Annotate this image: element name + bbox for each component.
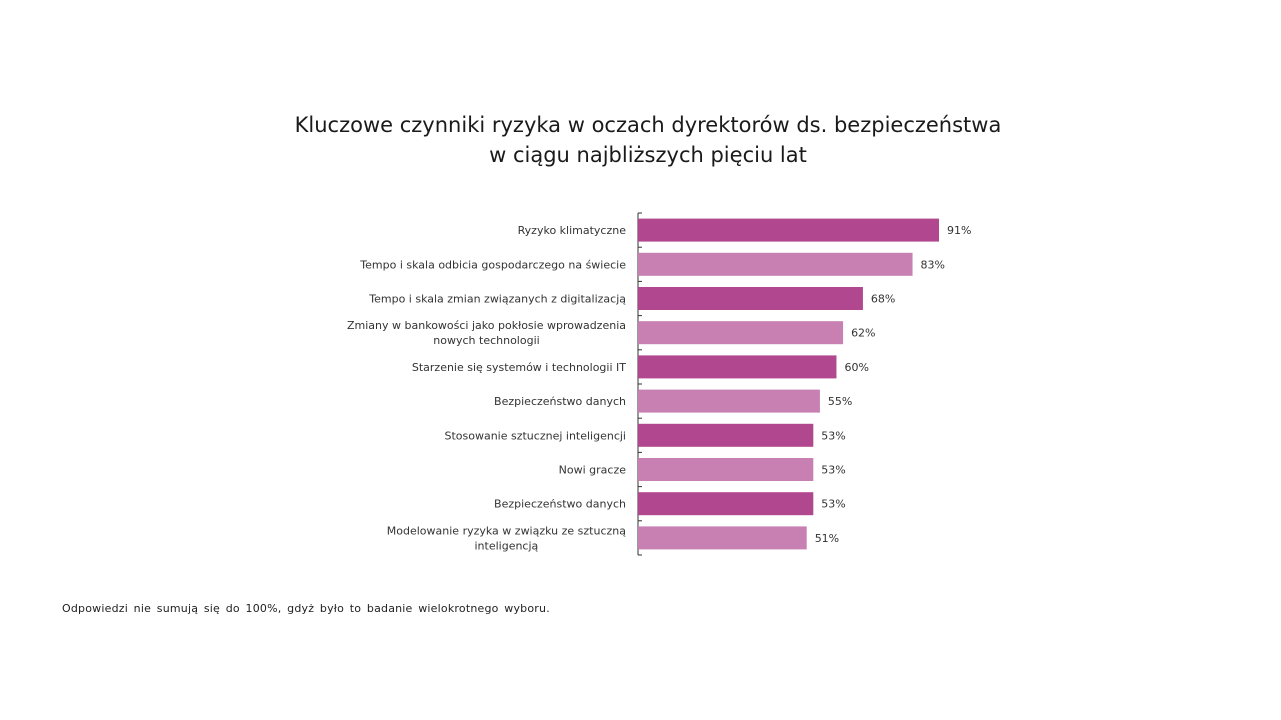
- chart-title-line-1: Kluczowe czynniki ryzyka w oczach dyrekt…: [294, 113, 1002, 137]
- data-label: 83%: [921, 258, 945, 271]
- category-label: inteligencją: [474, 539, 538, 552]
- chart-title-line-2: w ciągu najbliższych pięciu lat: [489, 143, 807, 167]
- data-label: 53%: [821, 464, 845, 477]
- bar: [638, 252, 913, 276]
- bar: [638, 287, 863, 310]
- footnote: Odpowiedzi nie sumują się do 100%, gdyż …: [62, 602, 550, 615]
- data-label: 53%: [821, 498, 845, 511]
- bar: [638, 321, 844, 345]
- bar: [638, 526, 807, 550]
- data-label: 68%: [871, 293, 895, 306]
- category-label: Modelowanie ryzyka w związku ze sztuczną: [387, 524, 626, 537]
- bar: [638, 423, 814, 447]
- category-label: nowych technologii: [433, 334, 539, 347]
- category-label: Stosowanie sztucznej inteligencji: [444, 429, 626, 442]
- bar: [638, 218, 939, 242]
- category-label: Bezpieczeństwo danych: [494, 498, 626, 511]
- category-label: Ryzyko klimatyczne: [518, 224, 627, 237]
- data-label: 60%: [844, 361, 868, 374]
- category-label: Starzenie się systemów i technologii IT: [412, 361, 626, 374]
- bar: [638, 389, 820, 413]
- chart-title: Kluczowe czynniki ryzyka w oczach dyrekt…: [0, 110, 1281, 170]
- category-label: Tempo i skala odbicia gospodarczego na ś…: [359, 258, 626, 271]
- category-label: Nowi gracze: [559, 464, 627, 477]
- data-label: 53%: [821, 429, 845, 442]
- bar: [638, 355, 837, 379]
- bar: [638, 492, 814, 516]
- data-label: 91%: [947, 224, 971, 237]
- bar: [638, 458, 814, 481]
- data-label: 62%: [851, 327, 875, 340]
- category-label: Bezpieczeństwo danych: [494, 395, 626, 408]
- data-label: 55%: [828, 395, 852, 408]
- data-label: 51%: [815, 532, 839, 545]
- category-label: Zmiany w bankowości jako pokłosie wprowa…: [347, 319, 626, 332]
- category-label: Tempo i skala zmian związanych z digital…: [368, 293, 626, 306]
